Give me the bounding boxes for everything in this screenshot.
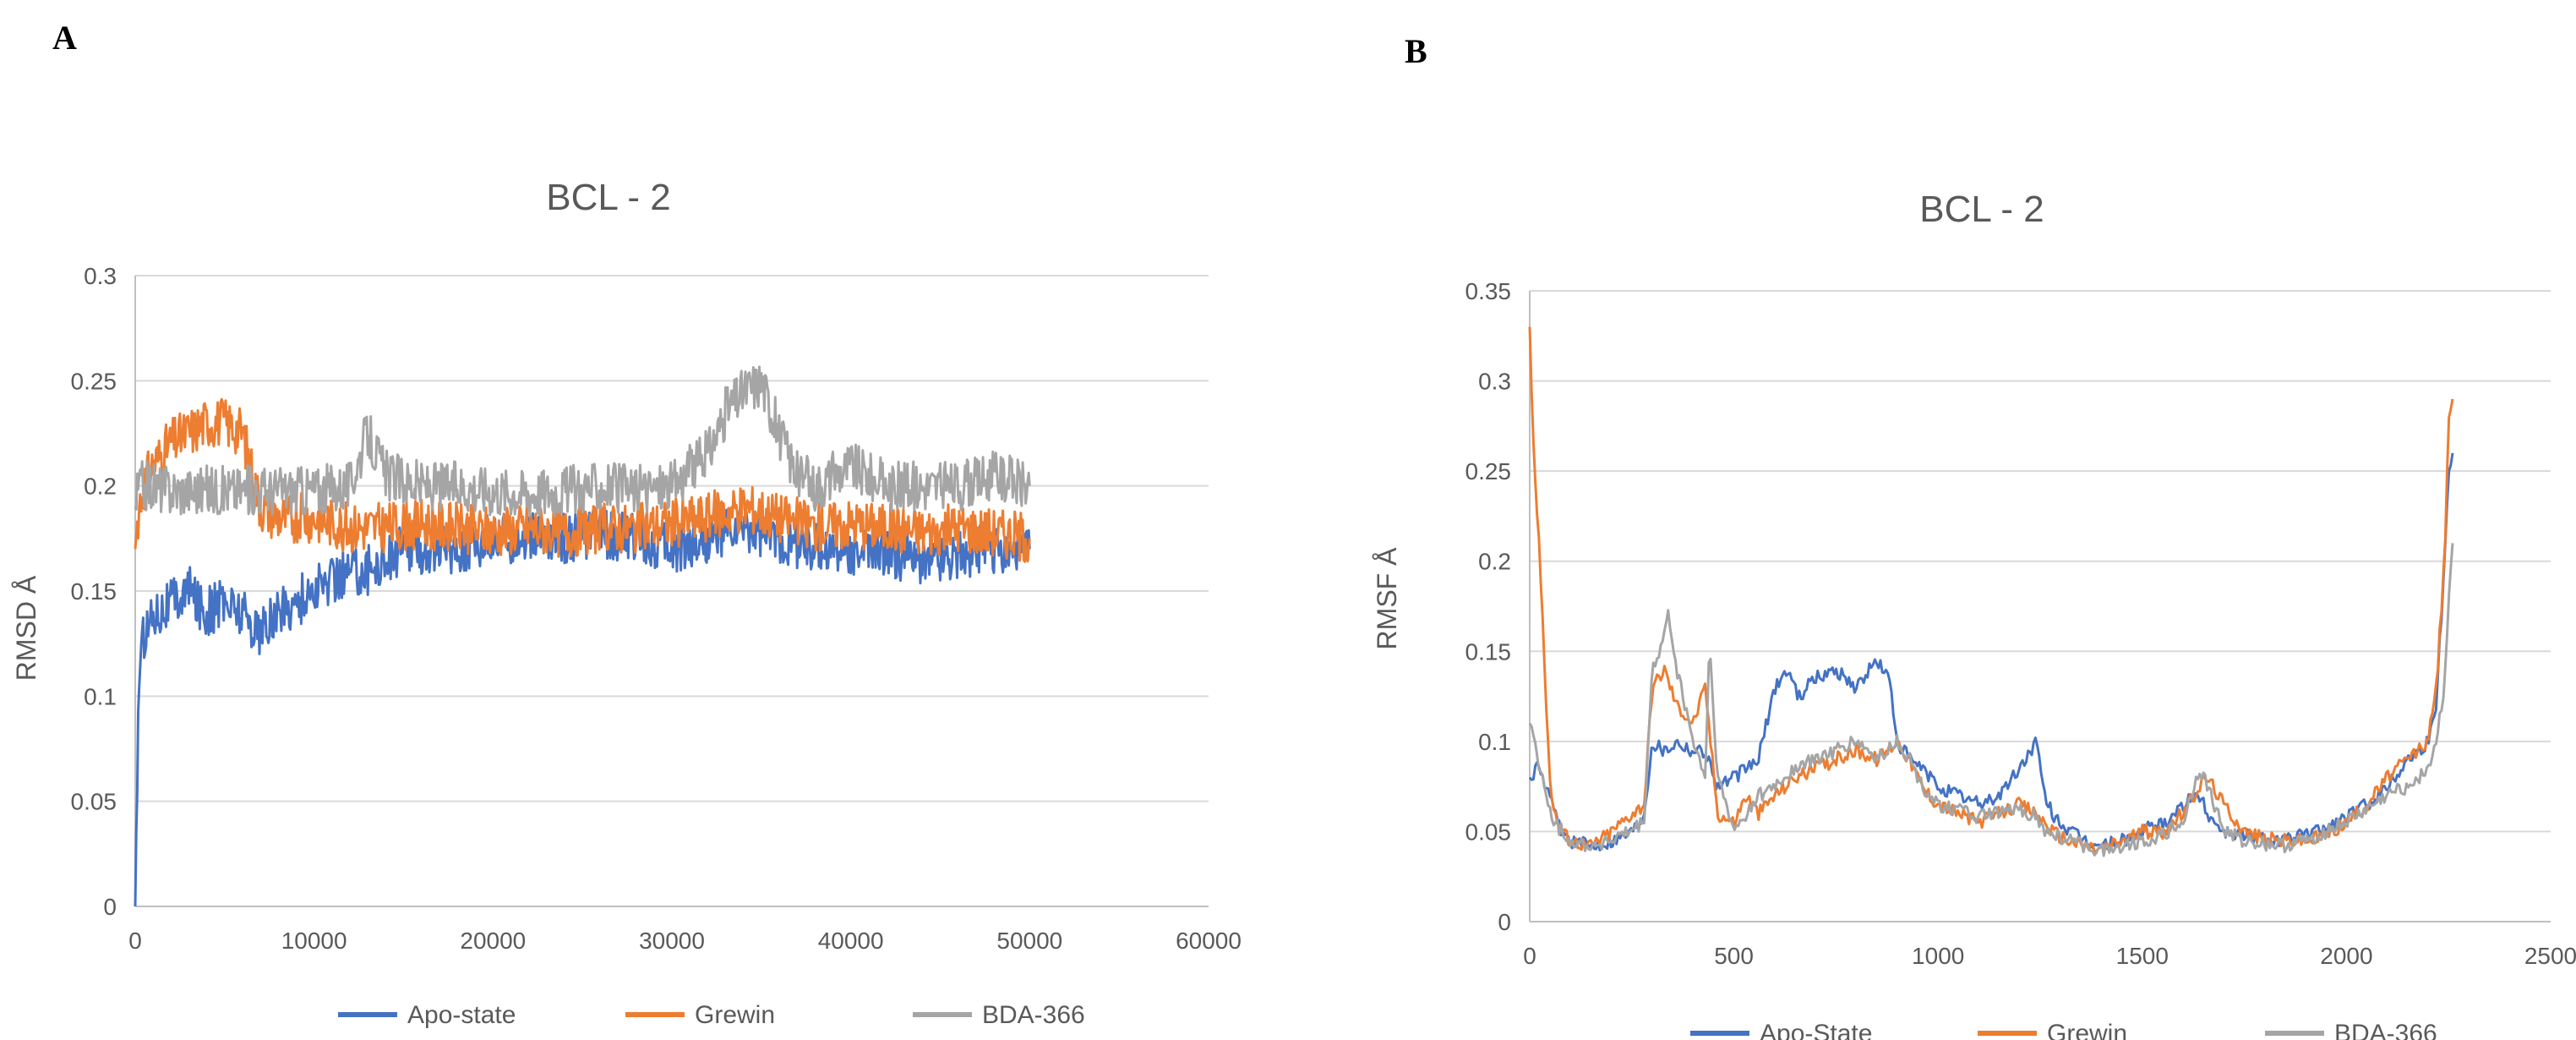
tick-labels: 0 0.05 0.1 0.15 0.2 0.25 0.3 0.35 0 500 1000 1500 20… — [1465, 278, 2576, 969]
x-tick-label: 50000 — [996, 928, 1062, 954]
panel-a: A BCL - 2 RMSD Å 00.050.10.150.20.250.30… — [11, 19, 1242, 1029]
x-tick-label: 2000 — [2320, 943, 2372, 969]
y-tick-label: 0.2 — [1478, 549, 1511, 575]
x-tick-label: 10000 — [281, 928, 347, 954]
legend-label: BDA-366 — [982, 1001, 1085, 1029]
legend-label: Grewin — [2047, 1020, 2127, 1040]
y-tick-label: 0.05 — [71, 789, 117, 815]
y-tick-label: 0.25 — [71, 368, 117, 394]
y-tick-label: 0.2 — [84, 473, 117, 500]
x-tick-label: 2500 — [2524, 943, 2576, 969]
series-line-apo-state — [1528, 452, 2454, 851]
y-tick-label: 0.1 — [1478, 729, 1511, 755]
gridlines — [1529, 290, 2551, 922]
y-tick-label: 0.3 — [84, 263, 117, 289]
x-tick-label: 1500 — [2116, 943, 2169, 969]
x-tick-label: 60000 — [1176, 928, 1242, 954]
y-axis-label: RMSD Å — [11, 575, 41, 681]
legend-label: Grewin — [695, 1001, 775, 1029]
legend-label: Apo-state — [407, 1001, 516, 1029]
y-tick-label: 0.15 — [71, 578, 117, 605]
x-tick-label: 30000 — [639, 928, 705, 954]
y-tick-label: 0.15 — [1465, 638, 1512, 665]
x-tick-label: 20000 — [460, 928, 526, 954]
tick-labels: 0 0.05 0.1 0.15 0.2 0.25 0.3 0 10000 20000 30000 40… — [71, 263, 1242, 954]
y-tick-label: 0.05 — [1465, 818, 1512, 845]
x-tick-label: 40000 — [818, 928, 884, 954]
panel-b: B BCL - 2 RMSF Å 00.050.10.150.20.250.30… — [1372, 32, 2576, 1040]
y-tick-label: 0.3 — [1478, 369, 1511, 395]
y-tick-label: 0.25 — [1465, 458, 1512, 484]
series-group — [1528, 326, 2454, 857]
y-tick-label: 0.1 — [84, 683, 117, 709]
legend: Apo-state Grewin BDA-366 — [338, 1001, 1085, 1029]
x-tick-label: 0 — [1523, 943, 1536, 969]
legend-label: Apo-State — [1760, 1020, 1872, 1040]
y-axis-label: RMSF Å — [1372, 547, 1402, 650]
legend-label: BDA-366 — [2334, 1020, 2437, 1040]
series-line-bda-366 — [134, 365, 1031, 517]
panel-label: A — [52, 19, 77, 57]
gridlines — [134, 275, 1209, 907]
x-tick-label: 0 — [128, 928, 142, 954]
series-group — [134, 365, 1031, 907]
y-tick-label: 0 — [103, 894, 117, 920]
chart-title: BCL - 2 — [1919, 189, 2044, 230]
series-line-grewin — [134, 397, 1031, 563]
x-tick-label: 500 — [1714, 943, 1754, 969]
series-line-bda-366 — [1528, 543, 2454, 857]
y-tick-label: 0 — [1498, 909, 1511, 935]
x-tick-label: 1000 — [1912, 943, 1964, 969]
y-tick-label: 0.35 — [1465, 278, 1512, 304]
series-line-apo-state — [134, 504, 1031, 907]
panel-label: B — [1405, 32, 1427, 70]
series-line-grewin — [1528, 326, 2454, 853]
chart-title: BCL - 2 — [546, 177, 671, 218]
legend: Apo-State Grewin BDA-366 — [1690, 1020, 2437, 1040]
